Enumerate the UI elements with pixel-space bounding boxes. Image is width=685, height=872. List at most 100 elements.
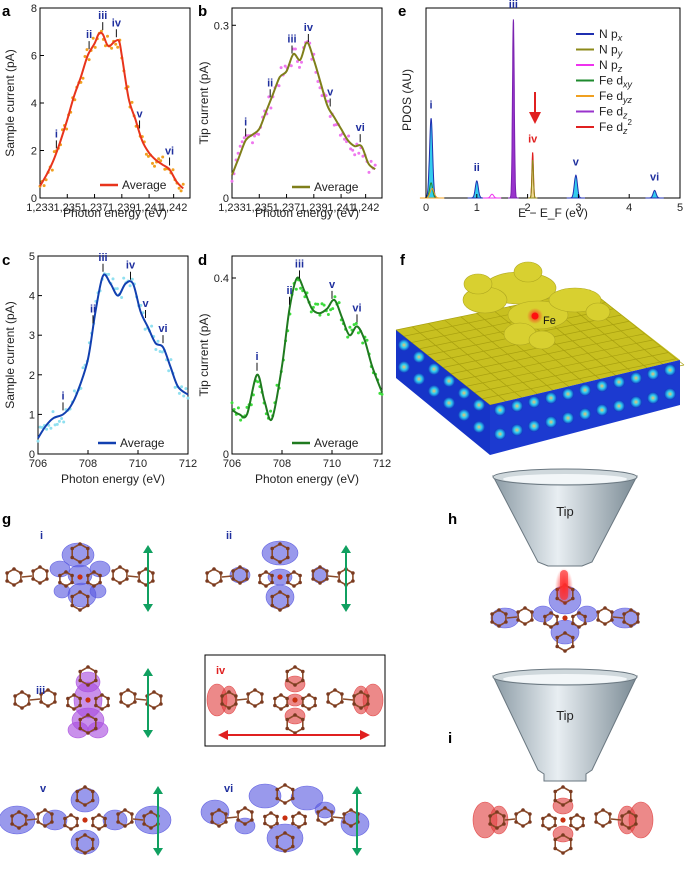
orbital-lobe [314,801,336,819]
atom [311,577,315,581]
y-tick-label-a: 4 [31,98,37,110]
atom [636,612,640,616]
data-dot-a [83,55,87,58]
atom [337,571,341,575]
atom [627,810,631,814]
data-dot-b [269,106,273,110]
atom [137,579,141,583]
atom [144,583,148,587]
atom [275,821,279,826]
atom [66,696,70,701]
orbital-lobe [265,584,295,610]
atom [340,692,344,696]
xlabel-d: Photon energy (eV) [255,472,359,486]
slab-spot [664,388,676,400]
tip-top-inner-h [503,474,627,484]
panel-letter-c: c [2,252,10,269]
atom [63,823,67,828]
data-dot-c [122,276,126,280]
atom [530,618,534,622]
slab-spots [398,339,676,440]
data-dot-c [60,417,64,420]
atom [555,644,559,649]
x-tick-label-d: 708 [273,458,291,470]
data-dot-c [36,439,40,443]
grid-line [589,289,685,366]
ylabel-c: Sample current (pA) [3,301,17,408]
atom [326,692,330,696]
data-dot-d [348,325,352,329]
ticks-d: 706 708 710 712 0 0.4 [214,273,391,470]
atom [278,608,282,612]
slab-spot [494,404,506,416]
atom [97,813,101,817]
atom [278,560,282,564]
atom [291,835,295,840]
fe-atom-center [282,815,288,821]
slab-spot [413,373,425,385]
atom [75,816,79,821]
x-tick-label-c: 706 [29,458,47,470]
atom [133,700,137,704]
atom [94,726,98,731]
atom [27,702,31,706]
atom [50,820,54,824]
plot-frame-c [37,255,189,455]
data-dot-d [294,287,298,291]
molecule [0,785,172,855]
data-dot-a [171,168,175,172]
atom [94,669,98,674]
atom [111,569,115,573]
atom [561,851,565,855]
data-dot-a [93,45,97,49]
polarization-arrow-head [352,848,362,856]
atom [333,688,337,692]
atom [46,704,50,708]
atom [13,702,17,706]
peak-label-d: iii [295,258,304,270]
panel-letter-d: d [198,252,207,269]
data-dot-c [150,324,154,328]
atom [220,694,224,698]
atom [608,820,612,824]
atom [231,577,235,581]
data-dot-d [361,341,365,345]
atom [130,820,134,824]
data-dot-b [300,60,303,64]
atom [137,571,141,575]
atom [620,822,624,826]
peak-label-e: iv [528,134,538,146]
atom [575,827,579,831]
atom [553,798,557,803]
atom [497,624,501,628]
orbital-lobe [0,805,36,835]
data-dot-c [45,427,49,431]
y-tick-label-a: 8 [31,3,37,15]
atom [622,612,626,616]
data-dot-b [289,64,293,68]
tip-label-i: Tip [556,708,574,723]
atom-ring [597,607,613,625]
atom [64,584,68,588]
atom [571,644,575,649]
atom [78,703,82,708]
atom [301,703,305,708]
atom [151,571,155,575]
slab-spot [398,361,410,373]
atom [330,818,334,822]
peak-label-c: ii [90,303,96,315]
ticks-e: 0 1 2 3 4 5 [423,194,683,214]
atom [227,706,231,710]
atom [330,810,334,814]
atom [303,821,307,826]
series-c [36,272,190,443]
atom [75,798,79,803]
polarization-arrow-head [341,545,351,553]
atom [78,717,82,722]
panel-letter-a: a [2,3,11,20]
atom [318,581,322,585]
atom [504,612,508,616]
atom [575,813,579,817]
atom [301,726,305,731]
